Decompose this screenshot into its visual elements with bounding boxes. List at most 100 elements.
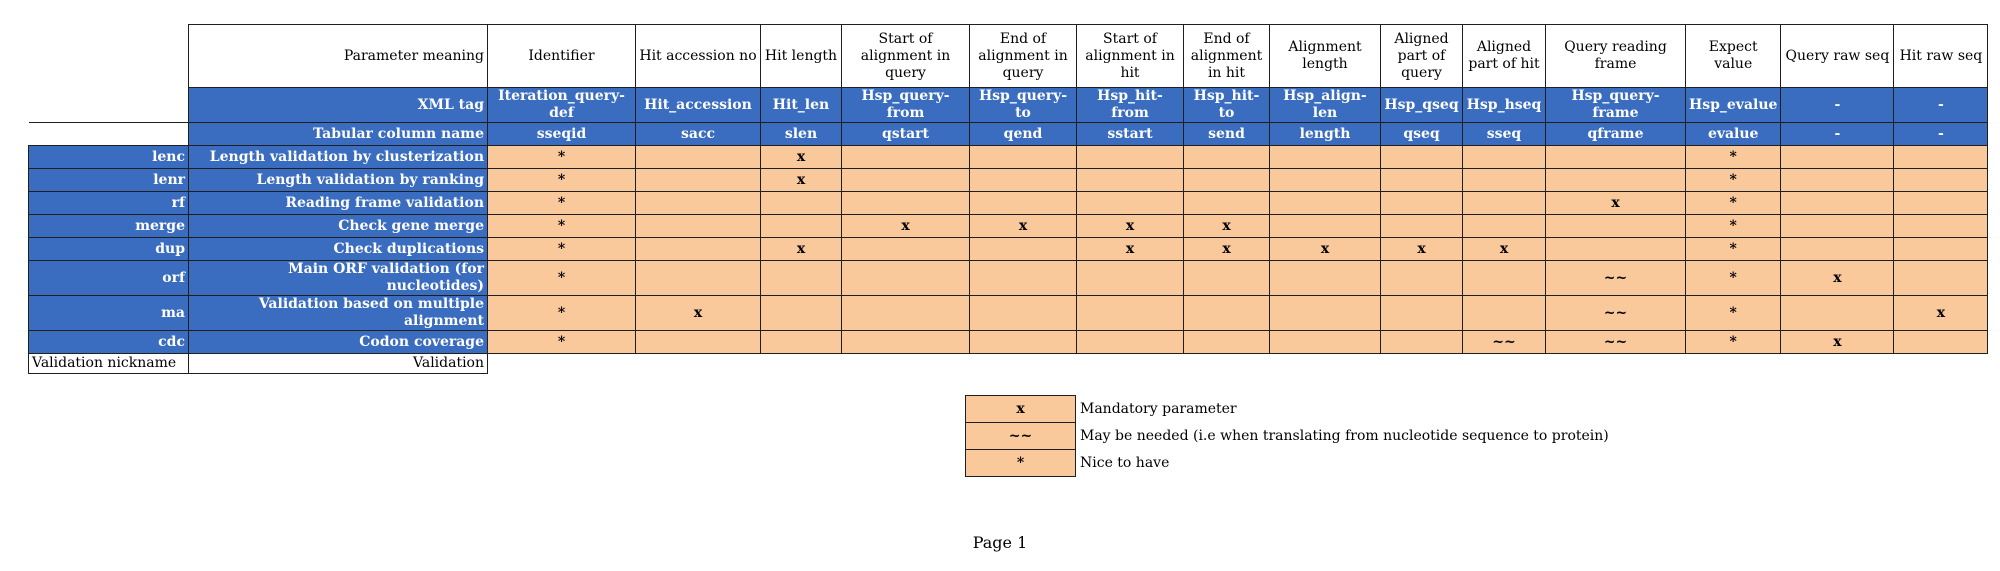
parameter-cell <box>1076 295 1184 331</box>
parameter-cell: x <box>635 295 761 331</box>
parameter-cell <box>1780 145 1895 169</box>
legend: x Mandatory parameter ~~ May be needed (i.e… <box>965 395 1611 477</box>
parameter-cell <box>1893 145 1989 169</box>
parameter-cell <box>1076 168 1184 192</box>
parameter-cell: ~~ <box>1545 330 1686 354</box>
empty-corner-cell <box>28 24 189 88</box>
header-row-tabular-column: Tabular column name sseqid sacc slen qstart q… <box>28 122 1989 146</box>
parameter-cell: x <box>1462 237 1546 261</box>
validation-nickname: lenc <box>28 145 189 169</box>
parameter-cell <box>1893 260 1989 296</box>
validation-nickname: orf <box>28 260 189 296</box>
parameter-cell <box>1269 330 1381 354</box>
validation-nickname: lenr <box>28 168 189 192</box>
parameter-cell <box>1269 168 1381 192</box>
column-tabular-name: sseqid <box>487 122 636 146</box>
column-meaning: Alignment length <box>1269 24 1381 88</box>
table-row: lenr Length validation by ranking * x * <box>28 168 1989 192</box>
parameter-cell <box>635 168 761 192</box>
validation-name: Main ORF validation (for nucleotides) <box>188 260 488 296</box>
column-meaning: Expect value <box>1684 24 1782 88</box>
parameter-cell <box>760 260 842 296</box>
parameter-cell <box>1183 168 1270 192</box>
column-tabular-name: send <box>1183 122 1270 146</box>
column-tabular-name: qend <box>969 122 1077 146</box>
parameter-cell <box>1462 295 1546 331</box>
column-xml-tag: Hsp_query-frame <box>1545 87 1686 123</box>
parameter-cell <box>760 330 842 354</box>
column-meaning: Hit raw seq <box>1893 24 1989 88</box>
parameter-cell <box>635 330 761 354</box>
parameter-cell <box>1893 191 1989 215</box>
parameter-cell <box>635 191 761 215</box>
parameter-cell <box>1780 191 1895 215</box>
parameter-cell <box>841 168 970 192</box>
column-xml-tag: Hsp_query-to <box>969 87 1077 123</box>
column-meaning: End of alignment in hit <box>1183 24 1270 88</box>
column-tabular-name: - <box>1893 122 1989 146</box>
legend-text: Nice to have <box>1080 454 1170 471</box>
table-row: merge Check gene merge * x x x x * <box>28 214 1989 238</box>
validation-nickname: rf <box>28 191 189 215</box>
parameter-cell: * <box>1684 295 1782 331</box>
column-meaning: Aligned part of hit <box>1462 24 1546 88</box>
empty-corner-cell <box>28 87 189 123</box>
parameter-cell <box>635 260 761 296</box>
parameter-cell <box>1780 168 1895 192</box>
parameter-cell: * <box>1684 237 1782 261</box>
parameter-cell: x <box>760 237 842 261</box>
parameter-cell: * <box>1684 260 1782 296</box>
parameter-cell <box>1269 191 1381 215</box>
parameter-cell <box>635 237 761 261</box>
empty-footer-space <box>487 353 1988 374</box>
parameter-cell <box>1462 168 1546 192</box>
parameter-cell: x <box>1183 214 1270 238</box>
parameter-cell <box>969 145 1077 169</box>
column-tabular-name: sseq <box>1462 122 1546 146</box>
parameter-cell: * <box>1684 168 1782 192</box>
table-row: dup Check duplications * x x x x x x * <box>28 237 1989 261</box>
parameter-cell <box>1893 237 1989 261</box>
parameter-cell: x <box>760 145 842 169</box>
parameter-cell: x <box>1076 214 1184 238</box>
parameter-cell: * <box>487 330 636 354</box>
column-meaning: Start of alignment in hit <box>1076 24 1184 88</box>
column-tabular-name: evalue <box>1684 122 1782 146</box>
parameter-cell: x <box>1269 237 1381 261</box>
parameter-cell <box>969 237 1077 261</box>
validation-parameter-table: Parameter meaning Identifier Hit accession… <box>28 24 1989 374</box>
parameter-cell <box>1269 214 1381 238</box>
parameter-cell <box>1462 145 1546 169</box>
parameter-cell <box>1076 191 1184 215</box>
parameter-cell <box>635 214 761 238</box>
parameter-cell <box>760 214 842 238</box>
validation-nickname-header: Validation nickname <box>28 353 189 374</box>
column-meaning: Hit accession no <box>635 24 761 88</box>
parameter-cell: ~~ <box>1545 295 1686 331</box>
parameter-cell <box>1545 168 1686 192</box>
validation-nickname: cdc <box>28 330 189 354</box>
header-row-xml-tag: XML tag Iteration_query-def Hit_accession H… <box>28 87 1989 123</box>
parameter-cell: x <box>1780 260 1895 296</box>
column-meaning: Query raw seq <box>1780 24 1895 88</box>
parameter-cell <box>1545 237 1686 261</box>
parameter-cell: x <box>1545 191 1686 215</box>
empty-corner-cell <box>28 122 189 146</box>
parameter-cell <box>1462 214 1546 238</box>
parameter-cell: ~~ <box>1462 330 1546 354</box>
validation-name: Validation based on multiple alignment <box>188 295 488 331</box>
table-row: ma Validation based on multiple alignment… <box>28 295 1989 331</box>
parameter-cell: x <box>1780 330 1895 354</box>
column-meaning: Aligned part of query <box>1380 24 1463 88</box>
parameter-cell <box>1780 295 1895 331</box>
parameter-cell <box>1076 330 1184 354</box>
legend-symbol: * <box>965 449 1076 477</box>
table-row: orf Main ORF validation (for nucleotides)… <box>28 260 1989 296</box>
page-label: Page 1 <box>972 533 1028 552</box>
parameter-cell <box>1780 237 1895 261</box>
parameter-cell: * <box>487 191 636 215</box>
validation-nickname: dup <box>28 237 189 261</box>
parameter-cell: * <box>487 214 636 238</box>
column-tabular-name: sacc <box>635 122 761 146</box>
column-xml-tag: Hsp_hit-from <box>1076 87 1184 123</box>
